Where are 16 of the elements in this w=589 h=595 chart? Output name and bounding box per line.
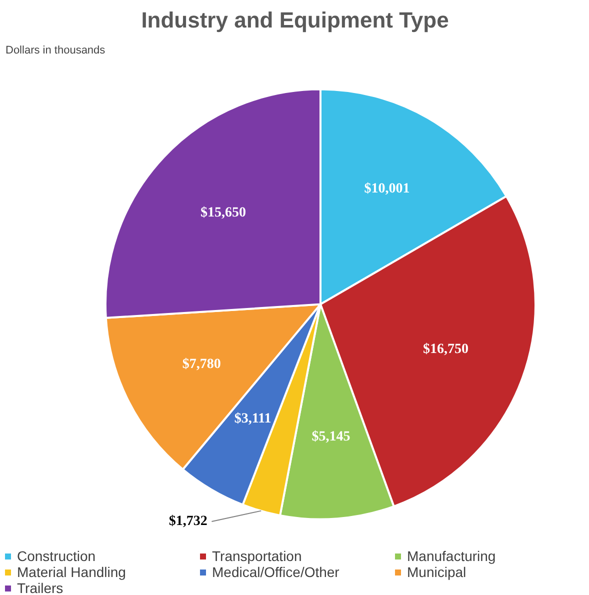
- legend-label: Construction: [17, 548, 97, 564]
- chart-subtitle: Dollars in thousands: [6, 44, 106, 56]
- data-label: $7,780: [182, 357, 221, 372]
- legend-label: Manufacturing: [407, 548, 497, 564]
- legend-label: Transportation: [212, 548, 303, 564]
- data-label: $10,001: [364, 181, 410, 196]
- data-label: $16,750: [423, 342, 469, 358]
- legend-label: Trailers: [17, 580, 64, 595]
- legend-label: Medical/Office/Other: [212, 564, 340, 580]
- data-label: $3,111: [234, 412, 272, 427]
- data-label: $1,732: [168, 514, 208, 530]
- data-label: $5,145: [312, 430, 350, 445]
- chart-title: Industry and Equipment Type: [141, 8, 449, 32]
- legend-label: Municipal: [407, 564, 468, 580]
- data-label: $15,650: [200, 206, 246, 221]
- legend-label: Material Handling: [17, 564, 127, 580]
